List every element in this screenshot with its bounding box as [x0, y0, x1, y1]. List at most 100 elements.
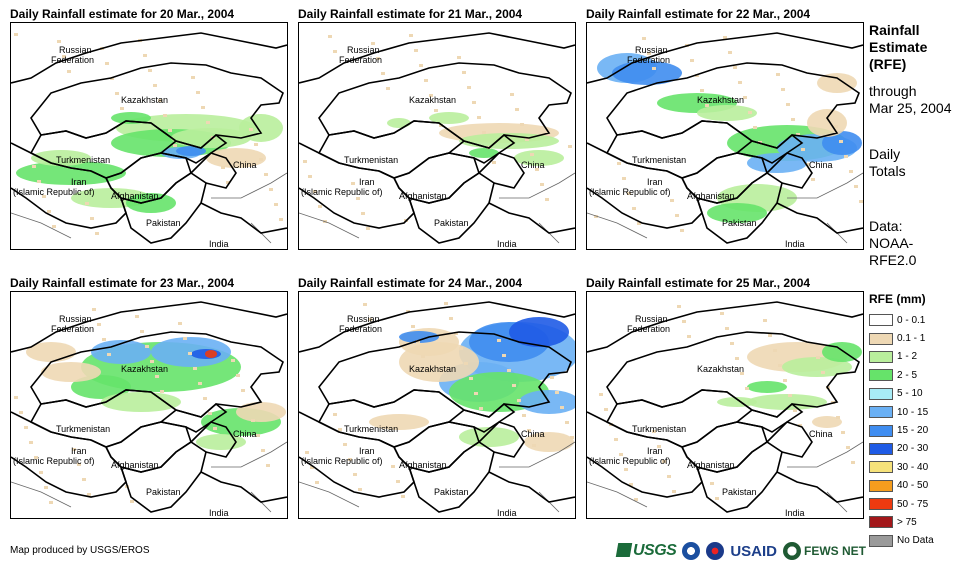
rain-area: [524, 432, 574, 452]
country-label: Russian: [59, 45, 92, 55]
rain-speck: [568, 145, 572, 148]
rain-speck: [806, 163, 810, 166]
legend-title: RFE (mm): [869, 292, 926, 306]
country-label: China: [521, 429, 545, 439]
rain-speck: [517, 399, 521, 402]
rain-speck: [62, 55, 66, 58]
country-border: [190, 152, 237, 189]
rain-speck: [846, 446, 850, 449]
rain-speck: [308, 175, 312, 178]
rain-speck: [783, 379, 787, 382]
legend-swatch: [869, 387, 893, 400]
rain-area: [369, 414, 429, 430]
country-label: China: [233, 160, 257, 170]
legend-swatch: [869, 498, 893, 511]
rain-speck: [150, 360, 154, 363]
rain-area: [176, 146, 206, 156]
rain-speck: [599, 393, 603, 396]
rain-speck: [145, 345, 149, 348]
rain-speck: [421, 355, 425, 358]
country-label: (Islamic Republic of): [301, 456, 383, 466]
rain-speck: [474, 392, 478, 395]
legend-label: 1 - 2: [897, 351, 918, 363]
usgs-logo: USGS: [615, 542, 677, 560]
legend-item: 0.1 - 1: [869, 329, 934, 347]
country-border: [299, 32, 575, 84]
rain-speck: [710, 482, 714, 485]
legend: 0 - 0.1 0.1 - 1 1 - 2 2 - 5 5 - 10 10 - 15 15 …: [869, 311, 934, 550]
rain-speck: [401, 495, 405, 498]
rain-speck: [464, 362, 468, 365]
legend-swatch: [869, 314, 893, 327]
rain-speck: [675, 214, 679, 217]
rain-speck: [221, 166, 225, 169]
rain-speck: [153, 84, 157, 87]
rain-speck: [168, 129, 172, 132]
rain-area: [782, 357, 852, 377]
country-label: Russian: [347, 314, 380, 324]
rain-speck: [482, 131, 486, 134]
legend-label: 50 - 75: [897, 498, 929, 510]
rain-area: [205, 350, 217, 358]
country-label: India: [209, 239, 229, 249]
legend-item: 5 - 10: [869, 385, 934, 403]
rain-speck: [520, 123, 524, 126]
rain-area: [459, 427, 519, 447]
rain-speck: [140, 330, 144, 333]
rain-speck: [560, 406, 564, 409]
rain-speck: [24, 426, 28, 429]
rain-speck: [261, 449, 265, 452]
rain-speck: [193, 367, 197, 370]
legend-label: > 75: [897, 516, 917, 528]
country-label: (Islamic Republic of): [301, 187, 383, 197]
country-label: Pakistan: [434, 218, 469, 228]
country-label: India: [785, 239, 805, 249]
rain-speck: [42, 195, 46, 198]
rain-speck: [333, 50, 337, 53]
country-label: Turkmenistan: [344, 155, 398, 165]
rain-speck: [652, 67, 656, 70]
legend-label: 0 - 0.1: [897, 314, 926, 326]
rain-speck: [328, 35, 332, 38]
rainfall-map: Russian Federation Kazakhstan Turkmenistan I…: [298, 291, 576, 519]
rain-speck: [264, 173, 268, 176]
rain-speck: [652, 430, 656, 433]
rain-area: [71, 375, 131, 399]
country-border: [160, 402, 228, 433]
rain-speck: [594, 215, 598, 218]
legend-swatch: [869, 442, 893, 455]
rain-speck: [361, 212, 365, 215]
rain-speck: [622, 177, 626, 180]
country-border: [11, 32, 287, 84]
rain-speck: [469, 377, 473, 380]
country-border: [200, 202, 287, 234]
rain-speck: [386, 87, 390, 90]
rain-speck: [279, 218, 283, 221]
rain-speck: [206, 121, 210, 124]
country-label: Iran: [359, 177, 375, 187]
rain-speck: [642, 37, 646, 40]
country-label: (Islamic Republic of): [13, 456, 95, 466]
rain-speck: [459, 347, 463, 350]
country-label: Federation: [51, 55, 94, 65]
country-label: Turkmenistan: [632, 155, 686, 165]
rain-speck: [457, 56, 461, 59]
rain-speck: [188, 352, 192, 355]
rain-speck: [148, 69, 152, 72]
rainfall-map: Russian Federation Kazakhstan Turkmenistan I…: [586, 22, 864, 250]
legend-item: 2 - 5: [869, 366, 934, 384]
rain-area: [31, 150, 91, 166]
rain-speck: [532, 444, 536, 447]
rain-speck: [657, 445, 661, 448]
rain-speck: [173, 144, 177, 147]
rain-speck: [781, 88, 785, 91]
rain-speck: [213, 427, 217, 430]
rain-speck: [479, 407, 483, 410]
rain-speck: [854, 185, 858, 188]
rain-speck: [677, 305, 681, 308]
country-border: [11, 411, 127, 498]
rain-speck: [39, 471, 43, 474]
rain-speck: [525, 138, 529, 141]
noaa-logo: [682, 542, 701, 560]
rain-speck: [743, 96, 747, 99]
